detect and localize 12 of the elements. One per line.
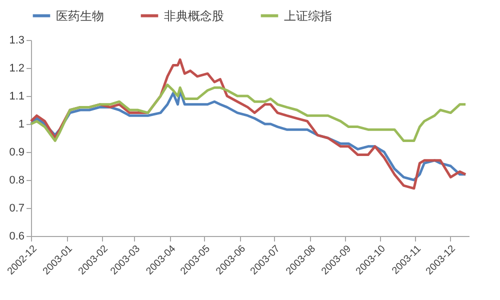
y-tick-label: 0.7 [9,202,24,214]
y-tick-label: 0.8 [9,174,24,186]
legend-label: 非典概念股 [164,8,224,23]
legend-label: 医药生物 [56,8,104,23]
y-tick-label: 1.2 [9,62,24,74]
legend-label: 上证综指 [284,8,332,23]
y-tick-label: 1 [18,118,24,130]
y-tick-label: 0.9 [9,146,24,158]
y-tick-label: 0.6 [9,230,24,242]
y-tick-label: 1.1 [9,90,24,102]
line-series [30,84,467,142]
y-tick-label: 1.3 [9,34,24,46]
